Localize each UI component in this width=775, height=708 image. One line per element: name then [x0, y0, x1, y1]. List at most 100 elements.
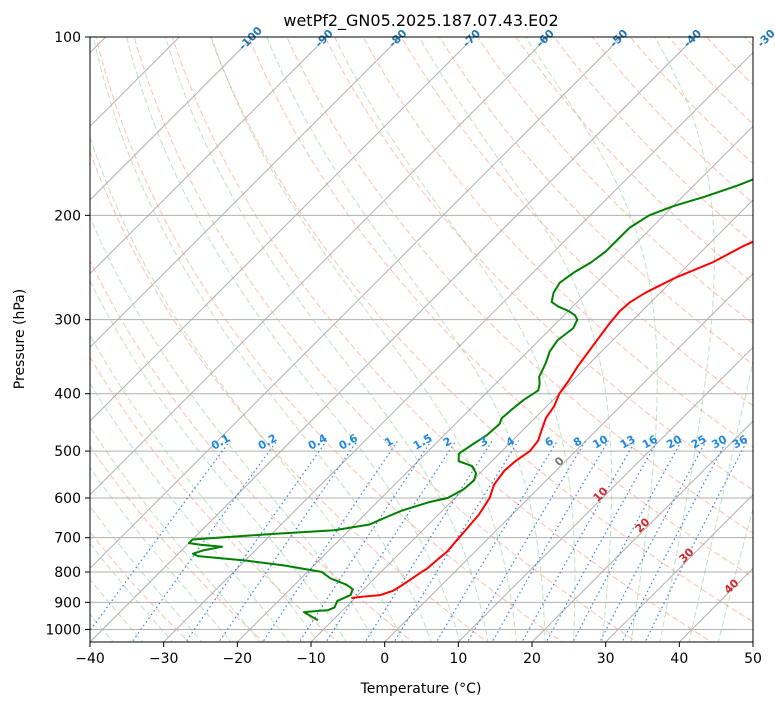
y-tick-label: 700 [54, 531, 81, 547]
isotherm-line [310, 199, 753, 642]
dry-adiabat-line [744, 37, 753, 47]
mixing-ratio-line [435, 440, 558, 642]
mixing-ratio-line [218, 440, 358, 642]
moist-adiabat-line [90, 426, 261, 642]
isotherm-label: -30 [755, 27, 775, 50]
mixing-ratio-line [364, 440, 493, 642]
dry-adiabat-line [705, 37, 753, 86]
isotherm-line [90, 37, 401, 349]
dry-adiabat-line [324, 37, 753, 491]
isotherm-line [605, 493, 753, 642]
moist-adiabat-line [92, 37, 432, 642]
mixing-ratio-label: 1 [382, 435, 395, 450]
y-tick-label: 600 [54, 491, 81, 507]
mixing-ratio-lines [90, 440, 748, 642]
x-axis-title: Temperature (°C) [360, 681, 482, 697]
grid-lines [90, 37, 753, 642]
isotherm-label: -60 [534, 27, 557, 50]
y-tick-label: 500 [54, 444, 81, 460]
profile-series [187, 178, 753, 622]
isotherm-line [90, 37, 475, 422]
dry-adiabats [90, 24, 775, 645]
x-tick-label: 30 [597, 651, 615, 667]
moist-adiabat-line [525, 37, 658, 642]
mixing-ratio-line [185, 440, 328, 642]
dry-adiabat-line [438, 37, 753, 366]
dry-adiabat-line [770, 24, 775, 645]
isotherm-line [384, 272, 753, 642]
profile-line [187, 178, 753, 619]
isotherm-line [90, 37, 696, 642]
mixing-ratio-line [545, 440, 659, 642]
x-tick-label: 10 [449, 651, 467, 667]
dry-adiabat-line [90, 356, 339, 642]
x-tick-label: −20 [223, 651, 253, 667]
isotherm-label: -40 [681, 27, 704, 50]
dry-adiabat-line [667, 37, 753, 125]
moist-adiabat-line [654, 37, 715, 642]
x-tick-label: 40 [670, 651, 688, 667]
mixing-ratio-line [298, 440, 432, 642]
mixing-ratio-label: 16 [640, 432, 660, 451]
isotherm-line [678, 567, 753, 642]
mixing-ratio-label: 20 [664, 432, 684, 451]
isotherm-line [90, 37, 549, 496]
x-tick-label: −30 [149, 651, 179, 667]
mixing-ratio-line [466, 440, 587, 642]
plot-area [90, 24, 775, 645]
dry-adiabat-line [400, 37, 753, 407]
isotherm-line [457, 346, 753, 642]
mixing-ratio-label: 0.4 [306, 431, 330, 452]
mixing-ratio-label: 3 [477, 435, 490, 450]
mixing-ratio-label: 1.5 [411, 432, 434, 453]
moist-adiabat-line [90, 215, 376, 642]
isotherm-line [531, 420, 753, 642]
plot-frame [89, 36, 754, 643]
moist-adiabat-line [266, 37, 546, 642]
moist-adiabat-line [418, 37, 613, 642]
dry-adiabat-line [515, 37, 753, 284]
moist-adiabat-line [210, 37, 517, 642]
mixing-ratio-line [491, 440, 609, 642]
isotherm-line [163, 51, 753, 642]
mixing-ratio-line [325, 440, 457, 642]
dry-adiabat-line [90, 150, 489, 642]
x-tick-label: 50 [744, 651, 762, 667]
dry-adiabat-line [90, 259, 414, 642]
moist-adiabat-line [126, 37, 461, 642]
profile-line [312, 616, 319, 622]
moist-adiabat-line [717, 506, 753, 642]
y-tick-label: 1000 [45, 622, 81, 638]
y-axis: 100 200 300 400 500 600 700 800 900 1000 [45, 30, 90, 638]
mixing-ratio-line [90, 440, 231, 632]
moist-adiabat-label: 10 [591, 484, 611, 504]
x-tick-label: −40 [75, 651, 105, 667]
y-tick-label: 400 [54, 387, 81, 403]
moist-adiabat-line [164, 37, 489, 642]
y-tick-label: 100 [54, 30, 81, 46]
moist-adiabat-label: 20 [633, 515, 653, 535]
moist-adiabat-line [90, 135, 404, 642]
isotherm-label: -50 [607, 27, 630, 50]
mixing-ratio-line [599, 440, 707, 642]
mixing-ratio-line [521, 440, 637, 642]
mixing-ratio-line [621, 440, 728, 642]
y-tick-label: 300 [54, 313, 81, 329]
mixing-ratio-label: 10 [591, 432, 611, 451]
moist-adiabat-line [334, 37, 576, 642]
isotherm-label: -80 [386, 27, 409, 50]
isotherm-label: -70 [460, 27, 483, 50]
dry-adiabat-line [209, 37, 753, 623]
isotherm-label: -90 [313, 27, 336, 50]
mixing-ratio-label: 6 [543, 434, 556, 449]
mixing-ratio-line [262, 440, 399, 642]
mixing-ratio-line [644, 440, 748, 642]
isotherm-line [90, 37, 254, 201]
dry-adiabat-line [248, 37, 753, 578]
x-tick-label: −10 [296, 651, 326, 667]
mixing-ratio-line [572, 440, 683, 642]
y-tick-label: 200 [54, 208, 81, 224]
profile-line [351, 240, 753, 600]
moist-adiabat-label: 30 [677, 545, 697, 565]
